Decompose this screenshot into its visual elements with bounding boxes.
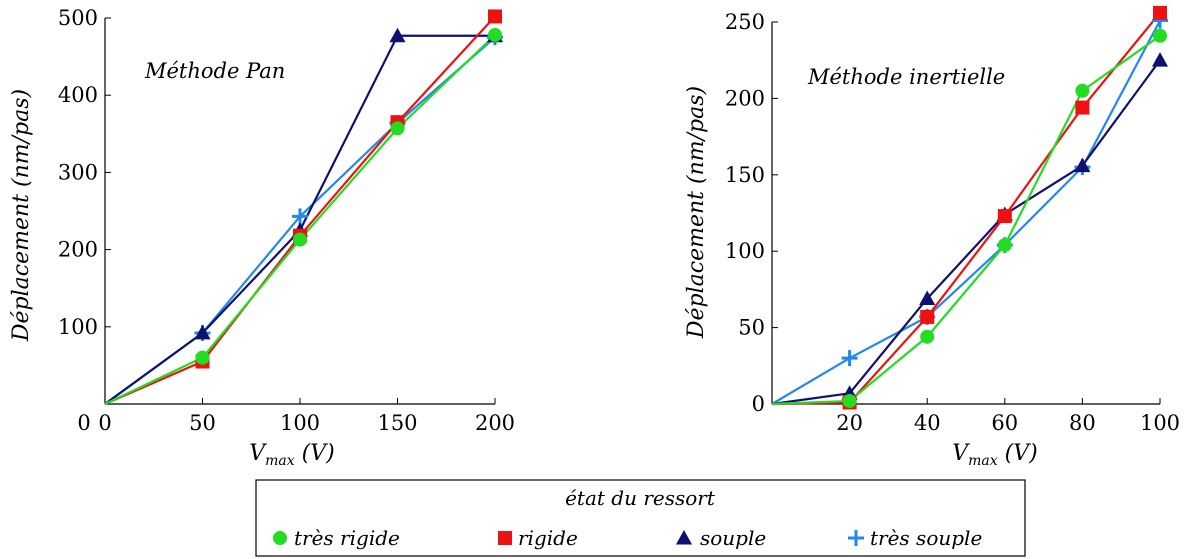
y-axis-title: Déplacement (nm/pas) xyxy=(9,89,34,342)
y-tick-label: 50 xyxy=(738,316,765,340)
data-point xyxy=(1151,52,1169,67)
x-tick-label: 100 xyxy=(1140,411,1180,435)
x-tick-label: 0 xyxy=(77,411,90,435)
x-tick-label: 50 xyxy=(189,411,216,435)
y-tick-label: 500 xyxy=(58,6,98,30)
data-point xyxy=(389,27,406,43)
data-point xyxy=(390,121,405,136)
series-line-3 xyxy=(771,19,1161,405)
legend: état du ressort très rigide rigide souple t… xyxy=(255,479,1026,557)
y-axis-title: Déplacement (nm/pas) xyxy=(684,86,709,339)
data-point xyxy=(292,208,308,225)
y-tick-label: 100 xyxy=(58,315,98,339)
series-line-2 xyxy=(771,59,1161,406)
x-axis-title: Vmax (V) xyxy=(952,441,1037,469)
series-line-0 xyxy=(771,34,1161,406)
x-tick-label: 100 xyxy=(280,411,320,435)
series-line-1 xyxy=(771,12,1161,406)
legend-item: rigide xyxy=(498,526,578,550)
x-tick-label: 150 xyxy=(377,411,417,435)
data-point xyxy=(920,309,935,324)
data-point xyxy=(919,290,936,306)
data-point xyxy=(195,350,210,365)
chart-title: Méthode Pan xyxy=(144,59,285,83)
x-axis-title-main: V xyxy=(249,441,267,466)
x-tick-label: 20 xyxy=(836,411,863,435)
legend-item: très rigide xyxy=(273,526,400,550)
legend-box xyxy=(255,479,1026,557)
data-point xyxy=(1153,28,1167,43)
x-tick-label: 200 xyxy=(475,411,515,435)
legend-title: état du ressort xyxy=(565,486,716,510)
x-tick-label: 60 xyxy=(991,411,1018,435)
legend-item: très souple xyxy=(848,526,982,550)
y-tick-label: 150 xyxy=(725,163,765,187)
x-tick-label: 0 xyxy=(98,411,111,435)
legend-marker xyxy=(273,531,287,545)
legend-label: très souple xyxy=(870,526,982,550)
legend-marker xyxy=(498,531,512,545)
data-point xyxy=(997,209,1012,224)
data-point xyxy=(841,350,858,367)
x-axis-title: Vmax (V) xyxy=(249,441,334,469)
legend-label: souple xyxy=(700,526,766,550)
legend-marker xyxy=(848,530,864,546)
data-point xyxy=(1074,157,1091,173)
legend-marker xyxy=(675,529,693,545)
y-tick-label: 200 xyxy=(58,238,98,262)
y-tick-label: 0 xyxy=(752,392,765,416)
data-point xyxy=(293,232,307,247)
data-point xyxy=(194,324,211,340)
y-tick-label: 200 xyxy=(725,86,765,110)
data-point xyxy=(997,238,1012,253)
x-axis-title-sub: max xyxy=(265,453,295,469)
data-point xyxy=(1075,100,1090,115)
x-axis-title-sub: max xyxy=(968,453,998,469)
data-point xyxy=(842,393,857,408)
y-tick-label: 100 xyxy=(725,239,765,263)
x-tick-label: 80 xyxy=(1069,411,1096,435)
data-point xyxy=(920,329,935,344)
data-point xyxy=(1075,83,1090,98)
y-tick-label: 400 xyxy=(58,83,98,107)
data-point xyxy=(488,9,502,24)
legend-label: très rigide xyxy=(294,526,400,550)
x-axis-title-main: V xyxy=(952,441,970,466)
data-point xyxy=(1153,5,1167,20)
legend-label: rigide xyxy=(518,526,578,550)
x-tick-label: 40 xyxy=(914,411,941,435)
x-axis-title-unit: (V) xyxy=(998,441,1038,466)
data-point xyxy=(488,27,502,42)
y-tick-label: 250 xyxy=(725,10,765,34)
y-tick-label: 300 xyxy=(58,160,98,184)
x-axis-title-unit: (V) xyxy=(295,441,335,466)
chart-methode-inertielle: Méthode inertielle Déplacement (nm/pas) … xyxy=(684,5,1180,469)
chart-title: Méthode inertielle xyxy=(807,65,1005,89)
legend-item: souple xyxy=(675,526,766,550)
chart-methode-pan: Méthode Pan Déplacement (nm/pas) Vmax (V… xyxy=(9,6,515,469)
